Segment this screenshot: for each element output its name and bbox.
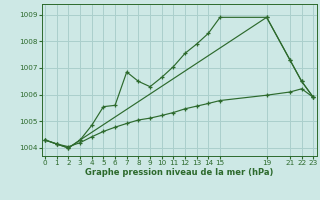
X-axis label: Graphe pression niveau de la mer (hPa): Graphe pression niveau de la mer (hPa) — [85, 168, 273, 177]
